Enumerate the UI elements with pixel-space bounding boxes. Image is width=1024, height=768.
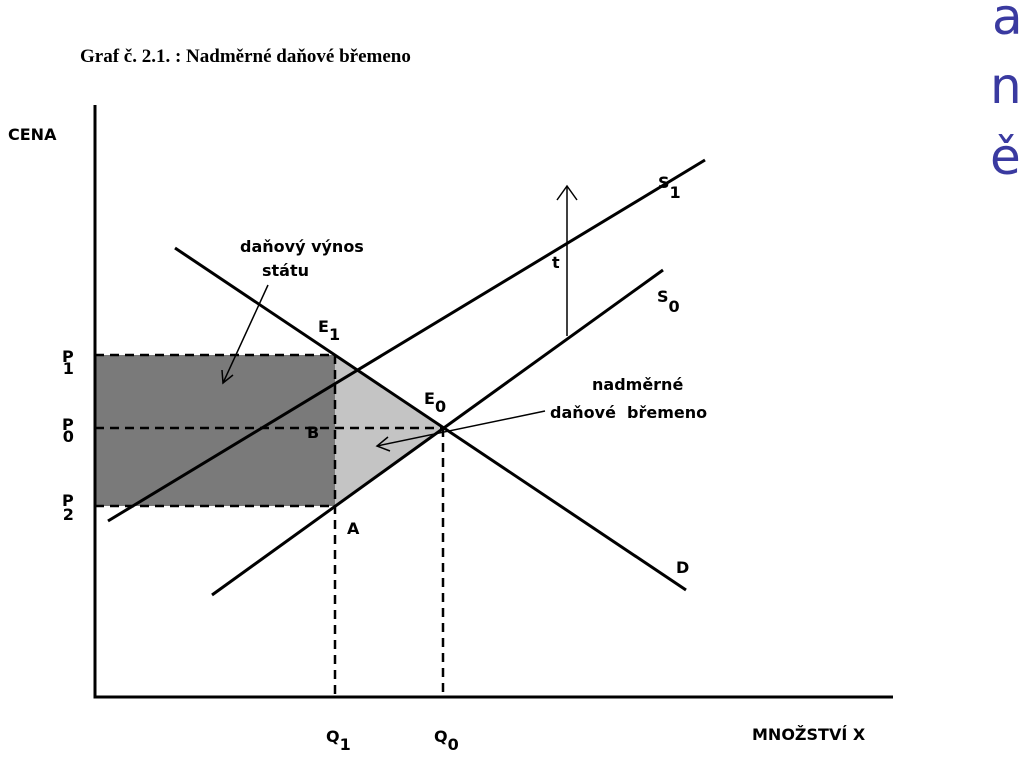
- guides: [95, 353, 445, 697]
- point-label: B: [307, 423, 319, 442]
- label-base: E: [424, 389, 435, 408]
- quantity-label: Q0: [434, 727, 459, 754]
- label-base: Q: [326, 727, 340, 746]
- tax-arrow: [556, 184, 578, 336]
- annotation: nadměrné: [592, 375, 683, 394]
- demand: [174, 246, 687, 592]
- label-sub: 0: [669, 297, 680, 316]
- label-base: P: [62, 415, 74, 434]
- label-sub: 1: [329, 325, 340, 344]
- annotation: daňový výnos: [240, 237, 364, 256]
- label-sub: 0: [63, 427, 74, 446]
- label-sub: 0: [448, 735, 459, 754]
- side-text: n: [990, 57, 1022, 115]
- y-axis-label: CENA: [8, 125, 57, 144]
- point-label: A: [347, 519, 360, 538]
- supply-s1: [107, 158, 706, 523]
- point-label: E1: [318, 317, 340, 344]
- point-label: E0: [424, 389, 446, 416]
- label-base: Q: [434, 727, 448, 746]
- label-sub: 0: [435, 397, 446, 416]
- label-sub: 2: [63, 505, 74, 524]
- annotation-arrows: [221, 284, 546, 452]
- x-axis-label: MNOŽSTVÍ X: [752, 725, 866, 744]
- label-base: P: [62, 491, 74, 510]
- side-text: ě: [990, 128, 1021, 186]
- curve-label: S1: [658, 173, 681, 202]
- label-sub: 1: [670, 183, 681, 202]
- curve-label: S0: [657, 287, 680, 316]
- label-base: S: [658, 173, 670, 192]
- label-base: E: [318, 317, 329, 336]
- label-base: P: [62, 347, 74, 366]
- curve-label: D: [676, 558, 689, 577]
- label-base: S: [657, 287, 669, 306]
- quantity-label: Q1: [326, 727, 351, 754]
- annotation: daňové břemeno: [550, 403, 707, 422]
- curve-label: t: [552, 253, 560, 272]
- annotation: státu: [262, 261, 309, 280]
- label-sub: 1: [340, 735, 351, 754]
- axes: [93, 105, 893, 699]
- excess-burden-area: [335, 355, 443, 506]
- tax-revenue-area: [95, 355, 335, 506]
- supply-s0: [211, 268, 664, 597]
- side-text: a: [992, 0, 1023, 46]
- label-sub: 1: [63, 359, 74, 378]
- title: Graf č. 2.1. : Nadměrné daňové břemeno: [80, 46, 411, 67]
